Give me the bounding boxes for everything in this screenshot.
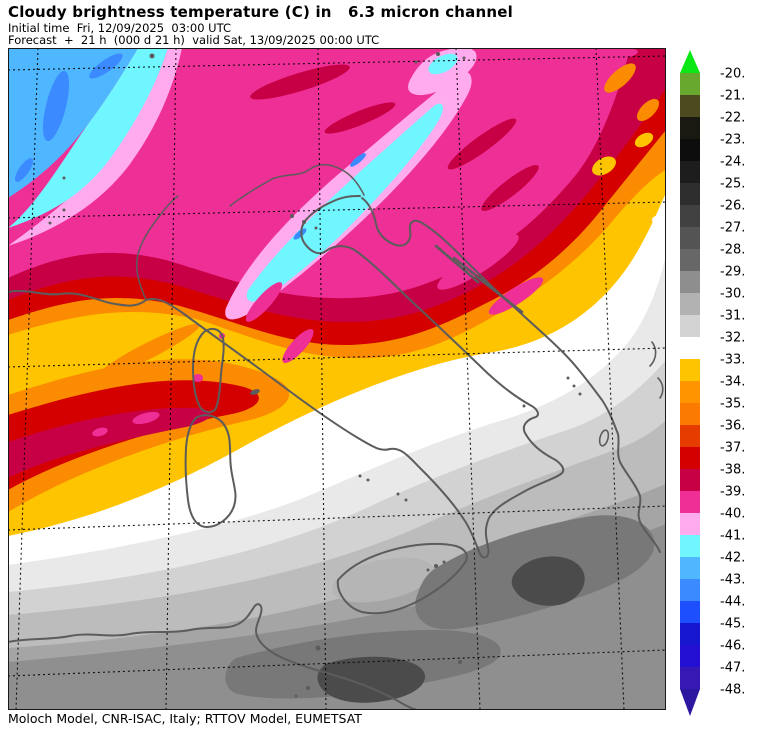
colorbar-arrow-down — [680, 689, 700, 716]
map-panel — [8, 48, 666, 710]
colorbar-tick-label: -25. — [720, 177, 745, 192]
colorbar-tick-label: -23. — [720, 133, 745, 148]
colorbar-box — [680, 403, 700, 425]
forecast-valid-label: Forecast + 21 h (000 d 21 h) valid Sat, … — [8, 33, 380, 47]
colorbar-tick-label: -21. — [720, 89, 745, 104]
map-frame — [8, 48, 666, 710]
model-caption: Moloch Model, CNR-ISAC, Italy; RTTOV Mod… — [8, 711, 362, 726]
colorbar-tick-label: -41. — [720, 529, 745, 544]
colorbar-box — [680, 425, 700, 447]
colorbar-tick-label: -39. — [720, 485, 745, 500]
colorbar-box — [680, 161, 700, 183]
colorbar-box — [680, 513, 700, 535]
colorbar-box — [680, 205, 700, 227]
colorbar-box — [680, 337, 700, 359]
colorbar-box — [680, 117, 700, 139]
colorbar-box — [680, 447, 700, 469]
page-title: Cloudy brightness temperature (C) in 6.3… — [8, 3, 513, 21]
colorbar-tick-label: -32. — [720, 331, 745, 346]
colorbar-tick-label: -48. — [720, 683, 745, 698]
colorbar-box — [680, 315, 700, 337]
colorbar-tick-label: -26. — [720, 199, 745, 214]
colorbar-box — [680, 293, 700, 315]
colorbar-box — [680, 645, 700, 667]
colorbar-box — [680, 95, 700, 117]
colorbar-tick-label: -34. — [720, 375, 745, 390]
weather-map-canvas — [8, 48, 666, 710]
colorbar-box — [680, 381, 700, 403]
colorbar-tick-label: -29. — [720, 265, 745, 280]
colorbar-tick-label: -33. — [720, 353, 745, 368]
colorbar-box — [680, 183, 700, 205]
colorbar-tick-label: -20. — [720, 67, 745, 82]
colorbar-tick-label: -45. — [720, 617, 745, 632]
colorbar-tick-label: -35. — [720, 397, 745, 412]
colorbar-tick-label: -36. — [720, 419, 745, 434]
colorbar-tick-label: -47. — [720, 661, 745, 676]
coastlines — [8, 163, 664, 710]
colorbar-tick-label: -43. — [720, 573, 745, 588]
colorbar-box — [680, 469, 700, 491]
colorbar-box — [680, 601, 700, 623]
colorbar-box — [680, 271, 700, 293]
initial-time-label: Initial time Fri, 12/09/2025 03:00 UTC — [8, 21, 231, 35]
colorbar-box — [680, 535, 700, 557]
colorbar-box — [680, 667, 700, 689]
colorbar-box — [680, 557, 700, 579]
colorbar-box — [680, 73, 700, 95]
colorbar-box — [680, 359, 700, 381]
colorbar: -20. -21. -22. -23. -24. -25. -26. -27. -28. -29.… — [680, 50, 745, 716]
colorbar-tick-label: -31. — [720, 309, 745, 324]
colorbar-box — [680, 491, 700, 513]
small-islands — [48, 52, 582, 698]
colorbar-panel: -20. -21. -22. -23. -24. -25. -26. -27. -28. -29.… — [676, 48, 760, 724]
colorbar-tick-label: -24. — [720, 155, 745, 170]
colorbar-arrow-up — [680, 50, 700, 73]
colorbar-tick-label: -38. — [720, 463, 745, 478]
colorbar-tick-label: -37. — [720, 441, 745, 456]
colorbar-tick-label: -27. — [720, 221, 745, 236]
colorbar-tick-label: -22. — [720, 111, 745, 126]
colorbar-box — [680, 227, 700, 249]
colorbar-box — [680, 249, 700, 271]
colorbar-tick-label: -46. — [720, 639, 745, 654]
colorbar-tick-label: -30. — [720, 287, 745, 302]
colorbar-box — [680, 579, 700, 601]
colorbar-tick-label: -28. — [720, 243, 745, 258]
colorbar-tick-label: -42. — [720, 551, 745, 566]
colorbar-box — [680, 623, 700, 645]
colorbar-tick-label: -40. — [720, 507, 745, 522]
colorbar-box — [680, 139, 700, 161]
colorbar-tick-label: -44. — [720, 595, 745, 610]
